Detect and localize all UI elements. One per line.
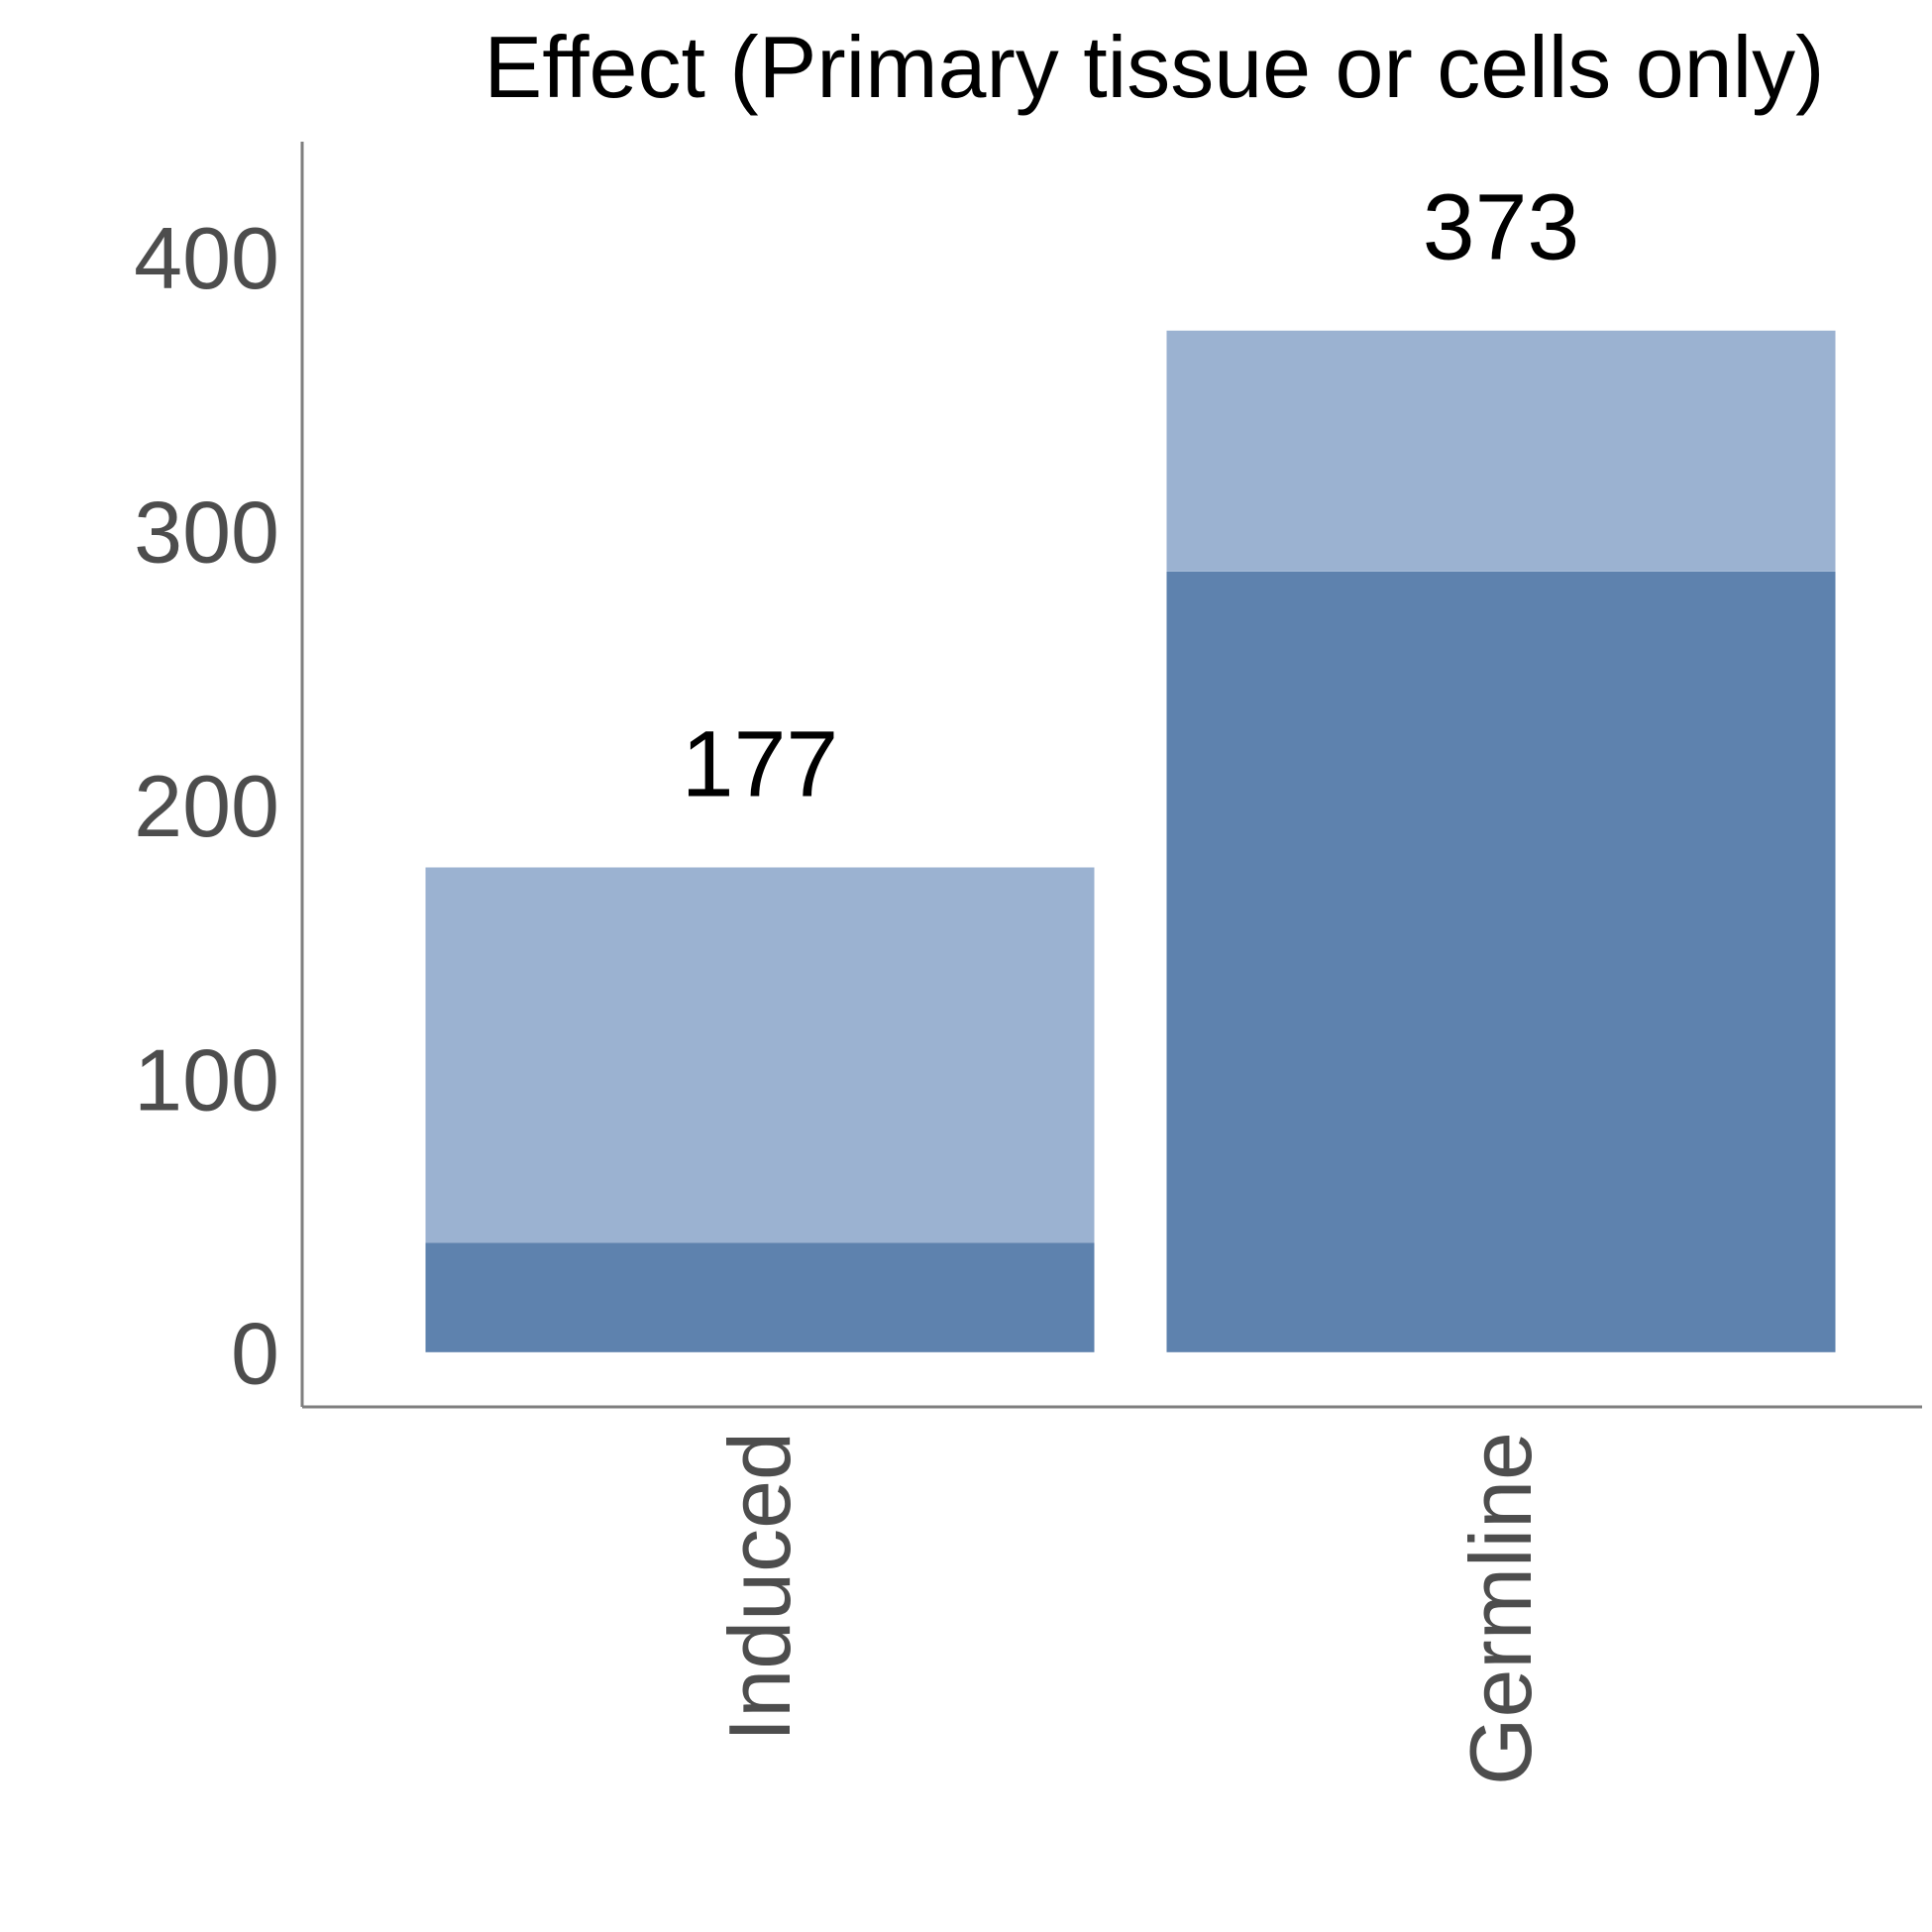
y-axis-ticks: 0 100 200 300 400	[134, 209, 279, 1403]
bar-segment-germline-2	[1166, 330, 1836, 572]
x-category-label: Induced	[710, 1432, 808, 1742]
bar-total-label: 373	[1423, 175, 1580, 280]
bar-total-label: 177	[682, 712, 839, 817]
y-tick-label: 400	[134, 209, 279, 307]
bar-segment-induced-1	[425, 1242, 1095, 1352]
y-tick-label: 200	[134, 757, 279, 855]
x-axis-categories: Induced Germline	[710, 1432, 1550, 1785]
chart-title: Effect (Primary tissue or cells only)	[484, 18, 1825, 116]
y-tick-label: 300	[134, 483, 279, 582]
bar-segment-germline-1	[1166, 572, 1836, 1352]
y-tick-label: 0	[231, 1305, 279, 1403]
y-tick-label: 100	[134, 1030, 279, 1128]
bar-segment-induced-2	[425, 867, 1095, 1243]
bar-totals: 177 373	[682, 175, 1580, 817]
x-category-label: Germline	[1451, 1432, 1550, 1785]
bars	[425, 330, 1836, 1352]
